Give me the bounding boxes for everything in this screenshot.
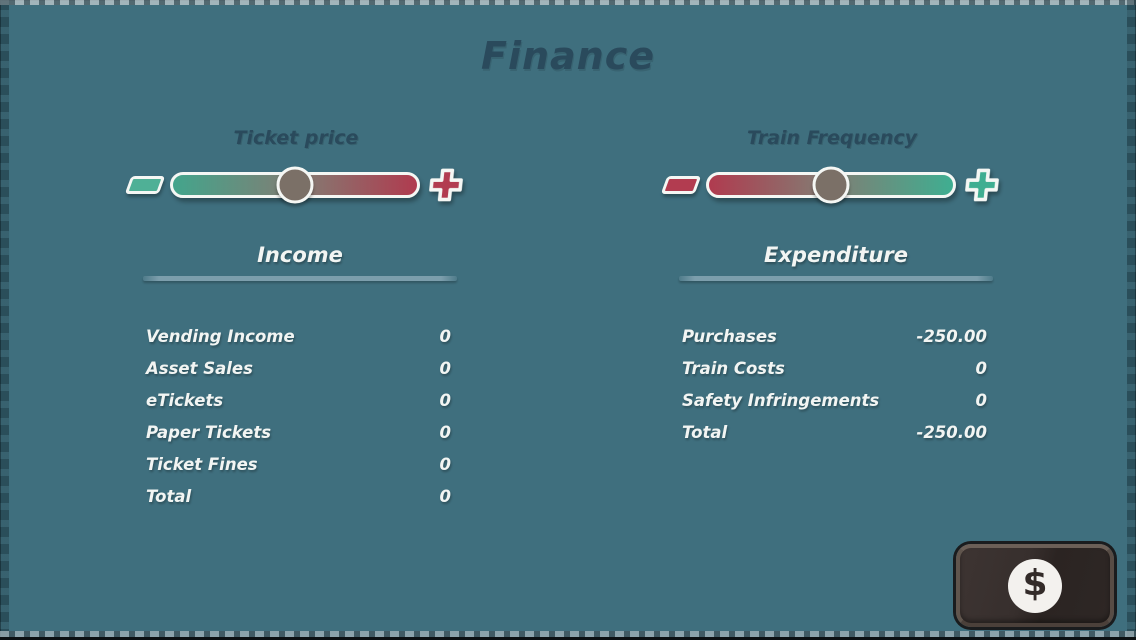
train-frequency-slider-handle[interactable] [812, 166, 850, 204]
expenditure-row: Train Costs 0 [679, 352, 993, 384]
expenditure-section: Expenditure Purchases -250.00 Train Cost… [679, 243, 993, 448]
expenditure-row: Purchases -250.00 [679, 320, 993, 352]
train-frequency-plus-button[interactable] [962, 167, 1002, 203]
screen-border-left [0, 0, 9, 640]
row-label: Ticket Fines [146, 454, 258, 474]
train-frequency-minus-button[interactable] [660, 176, 702, 194]
ticket-price-minus-button[interactable] [124, 176, 166, 194]
row-value: 0 [439, 422, 451, 442]
train-frequency-label: Train Frequency [746, 127, 918, 149]
ticket-price-slider-group: Ticket price [124, 127, 466, 204]
ticket-price-slider-handle[interactable] [276, 166, 314, 204]
expenditure-header-underline [679, 276, 993, 281]
income-rows: Vending Income 0 Asset Sales 0 eTickets … [143, 320, 457, 512]
income-header: Income [257, 243, 343, 267]
dollar-glyph: $ [1022, 563, 1048, 604]
ticket-price-label: Ticket price [233, 127, 359, 149]
row-label: Safety Infringements [682, 390, 880, 410]
screen-border-bottom [0, 631, 1136, 637]
plus-icon [965, 168, 999, 202]
row-label: Vending Income [146, 326, 295, 346]
expenditure-header: Expenditure [764, 243, 908, 267]
row-value: -250.00 [916, 326, 987, 346]
ticket-price-slider-row [124, 166, 466, 204]
row-value: -250.00 [916, 422, 987, 442]
expenditure-rows: Purchases -250.00 Train Costs 0 Safety I… [679, 320, 993, 448]
ticket-price-plus-button[interactable] [426, 167, 466, 203]
row-value: 0 [439, 454, 451, 474]
screen-border-top [0, 0, 1136, 5]
ticket-price-slider-track[interactable] [170, 166, 420, 204]
income-row: Ticket Fines 0 [143, 448, 457, 480]
expenditure-total-row: Total -250.00 [679, 416, 993, 448]
expenditure-row: Safety Infringements 0 [679, 384, 993, 416]
row-value: 0 [439, 390, 451, 410]
row-label: eTickets [146, 390, 224, 410]
dollar-sign-icon: $ [1008, 558, 1062, 613]
finance-money-button[interactable]: $ [956, 544, 1114, 627]
train-frequency-slider-row [660, 166, 1002, 204]
train-frequency-slider-group: Train Frequency [660, 127, 1002, 204]
income-total-row: Total 0 [143, 480, 457, 512]
row-label: Total [682, 422, 728, 442]
row-value: 0 [439, 326, 451, 346]
income-row: Paper Tickets 0 [143, 416, 457, 448]
income-section: Income Vending Income 0 Asset Sales 0 eT… [143, 243, 457, 512]
income-header-underline [143, 276, 457, 281]
screen-border-bottom-line [0, 637, 1136, 640]
income-row: Asset Sales 0 [143, 352, 457, 384]
row-value: 0 [439, 358, 451, 378]
row-label: Paper Tickets [146, 422, 272, 442]
plus-icon [429, 168, 463, 202]
row-label: Purchases [682, 326, 777, 346]
row-label: Total [146, 486, 192, 506]
screen-border-right [1127, 0, 1136, 640]
row-label: Asset Sales [146, 358, 253, 378]
row-value: 0 [439, 486, 451, 506]
row-label: Train Costs [682, 358, 785, 378]
row-value: 0 [975, 390, 987, 410]
train-frequency-slider-track[interactable] [706, 166, 956, 204]
row-value: 0 [975, 358, 987, 378]
page-title: Finance [480, 34, 656, 78]
income-row: eTickets 0 [143, 384, 457, 416]
income-row: Vending Income 0 [143, 320, 457, 352]
